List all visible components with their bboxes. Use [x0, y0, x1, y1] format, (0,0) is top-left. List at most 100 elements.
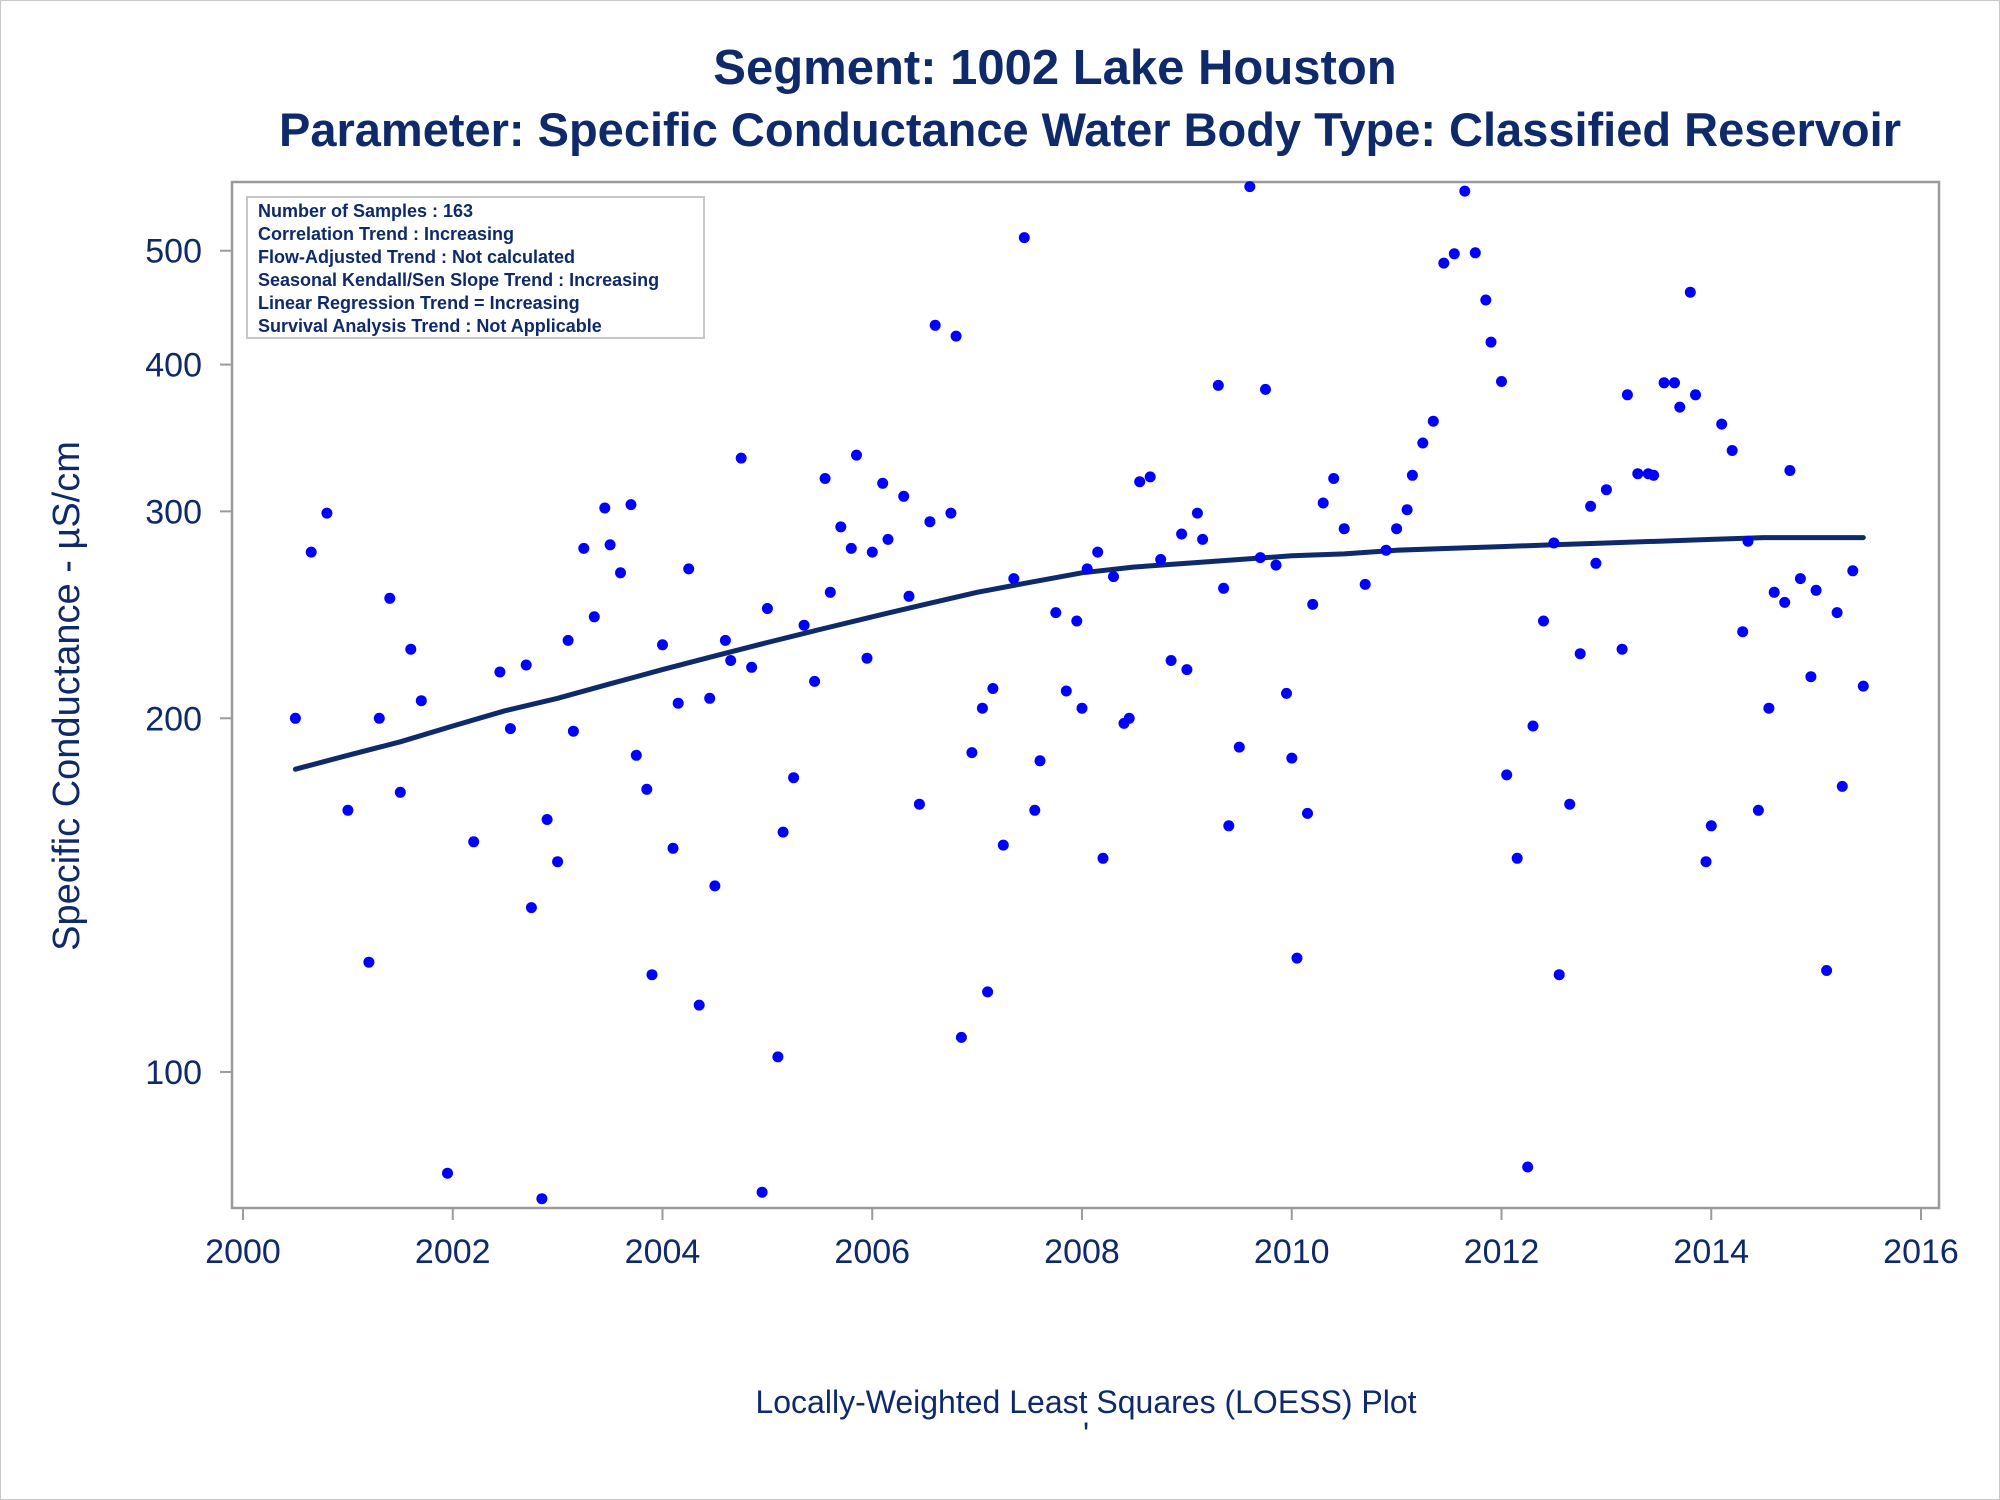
data-point: [1281, 687, 1292, 699]
data-point: [1674, 401, 1686, 413]
data-point: [1658, 377, 1670, 389]
data-point: [1648, 469, 1660, 481]
data-point: [955, 1031, 967, 1043]
y-tick-label: 100: [145, 1054, 202, 1092]
data-point: [1742, 535, 1754, 547]
chart-title: Segment: 1002 Lake Houston: [713, 41, 1396, 95]
data-point: [982, 986, 994, 998]
data-point: [415, 695, 427, 707]
data-point: [363, 956, 375, 968]
data-point: [1726, 445, 1738, 456]
data-point: [1574, 648, 1586, 660]
data-point: [289, 712, 301, 724]
data-point: [321, 507, 333, 519]
data-point: [1821, 965, 1833, 976]
loess-curve: [292, 535, 1866, 772]
data-point: [1144, 471, 1156, 483]
data-point: [394, 786, 406, 798]
data-point: [1223, 820, 1235, 832]
y-tick-label: 500: [145, 233, 202, 271]
data-point: [877, 477, 889, 489]
data-point: [1480, 294, 1492, 306]
data-point: [945, 507, 957, 519]
data-point: [646, 969, 658, 981]
x-axis: 2000 2002 2004 2006 2008 2010 2012 2014 2016: [205, 1208, 1959, 1271]
data-point: [1071, 615, 1083, 627]
data-point: [1076, 702, 1088, 714]
data-point: [1181, 664, 1193, 676]
data-point: [788, 772, 800, 784]
data-point: [1008, 573, 1020, 585]
data-point: [1307, 598, 1319, 610]
x-tick-label: 2006: [834, 1233, 910, 1271]
data-point: [693, 999, 705, 1011]
x-tick-label: 2002: [415, 1233, 491, 1271]
data-point: [1260, 383, 1271, 395]
data-point: [1092, 546, 1104, 558]
data-point: [1401, 504, 1413, 516]
footnote-mark: ': [1083, 1416, 1089, 1452]
data-point: [552, 856, 564, 868]
data-point: [1522, 1161, 1534, 1173]
stats-line: Number of Samples : 163: [258, 201, 473, 221]
data-point: [667, 842, 679, 854]
data-point: [342, 804, 354, 816]
data-point: [1779, 596, 1791, 608]
data-point: [305, 546, 317, 558]
data-point: [588, 611, 600, 623]
y-tick-label: 300: [145, 493, 202, 531]
data-point: [1768, 586, 1780, 598]
stats-line: Linear Regression Trend = Increasing: [258, 293, 580, 313]
data-point: [1590, 557, 1602, 569]
y-axis: 100 200 300 400 500: [145, 233, 232, 1092]
data-point: [1448, 248, 1460, 260]
data-point: [657, 639, 668, 651]
data-point: [997, 839, 1009, 851]
data-point: [1286, 752, 1298, 764]
data-point: [1538, 615, 1549, 627]
data-point: [1501, 769, 1513, 781]
y-tick-label: 400: [145, 347, 202, 385]
data-point: [1511, 852, 1523, 864]
data-point: [683, 563, 695, 575]
data-point: [1417, 437, 1429, 449]
data-point: [1553, 969, 1565, 981]
data-point: [1244, 181, 1256, 193]
data-point: [1752, 804, 1764, 816]
stats-line: Survival Analysis Trend : Not Applicable: [258, 316, 602, 336]
data-point: [541, 814, 553, 825]
x-tick-label: 2004: [625, 1233, 701, 1271]
data-point: [1847, 565, 1859, 577]
data-point: [1391, 523, 1403, 535]
data-point: [1233, 741, 1245, 753]
data-point: [1328, 473, 1340, 484]
data-point: [798, 619, 810, 631]
data-point: [442, 1167, 453, 1179]
data-point: [1616, 643, 1628, 655]
stats-line: Seasonal Kendall/Sen Slope Trend : Incre…: [258, 270, 659, 290]
data-point: [1034, 755, 1046, 767]
data-point: [851, 449, 862, 461]
data-point: [1763, 702, 1775, 714]
data-point: [866, 546, 878, 558]
data-point: [704, 692, 716, 704]
data-point: [1359, 578, 1371, 590]
data-point: [898, 490, 910, 502]
data-point: [630, 749, 642, 761]
data-point: [756, 1186, 768, 1198]
data-point: [1406, 469, 1418, 481]
x-tick-label: 2000: [205, 1233, 281, 1271]
data-point: [1684, 286, 1696, 298]
data-point: [1097, 852, 1109, 864]
data-point: [709, 880, 721, 892]
data-point: [525, 902, 537, 914]
data-point: [1600, 484, 1612, 496]
data-point: [1810, 584, 1822, 596]
chart-subtitle: Parameter: Specific Conductance Water Bo…: [279, 103, 1901, 156]
data-point: [1302, 807, 1313, 819]
stats-box-border: [246, 196, 705, 339]
data-point: [604, 539, 616, 551]
data-point: [468, 836, 480, 848]
data-point: [835, 521, 847, 533]
